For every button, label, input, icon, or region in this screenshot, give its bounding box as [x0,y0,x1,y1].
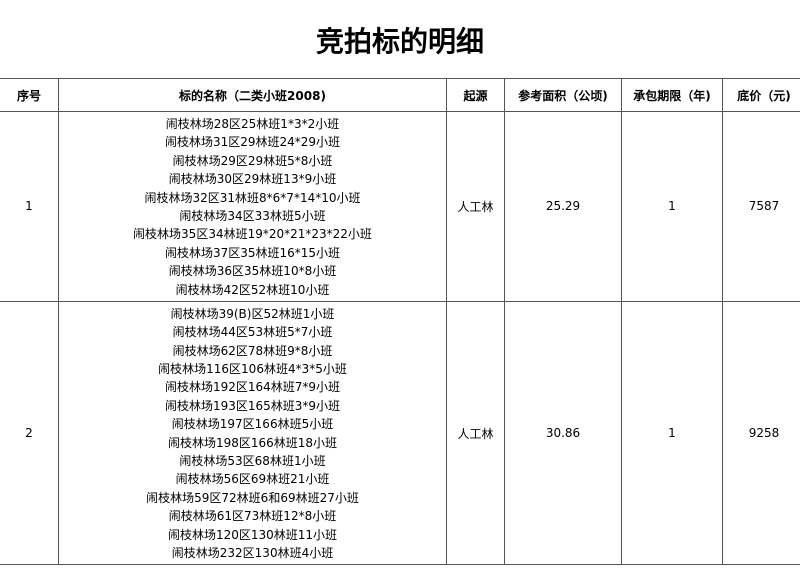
lot-name: 闹枝林场116区106林班4*3*5小班 [158,362,347,377]
origin-cell: 人工林 [446,111,505,302]
lot-name: 闹枝林场197区166林班5小班 [171,417,334,432]
lot-name: 闹枝林场62区78林班9*8小班 [172,343,333,358]
lot-name: 闹枝林场120区130林班11小班 [167,527,338,542]
lot-name: 闹枝林场31区29林班24*29小班 [164,135,341,150]
area-cell: 25.29 [504,111,622,302]
lot-name: 闹枝林场232区130林班4小班 [171,545,334,560]
lot-name: 闹枝林场32区31林班8*6*7*14*10小班 [144,190,361,205]
column-header: 序号 [0,78,59,112]
column-header: 标的名称（二类小班2008) [58,78,447,112]
column-header: 承包期限（年) [621,78,723,112]
origin-cell: 人工林 [446,300,505,566]
lot-name: 闹枝林场34区33林班5小班 [179,208,326,223]
lot-name: 闹枝林场53区68林班1小班 [179,454,326,469]
column-header: 起源 [446,78,505,112]
lot-names: 闹枝林场39(B)区52林班1小班 闹枝林场44区53林班5*7小班 闹枝林场62区… [58,300,447,566]
lot-names: 闹枝林场28区25林班1*3*2小班 闹枝林场31区29林班24*29小班 闹枝林场… [58,111,447,302]
row-number: 2 [0,300,59,566]
lot-name: 闹枝林场35区34林班19*20*21*23*22小班 [133,227,372,242]
area-cell: 30.86 [504,300,622,566]
lot-name: 闹枝林场56区69林班21小班 [175,472,330,487]
table-row: 1 闹枝林场28区25林班1*3*2小班 闹枝林场31区29林班24*29小班 闹枝林… [0,111,800,302]
lot-name: 闹枝林场30区29林班13*9小班 [168,172,337,187]
lot-name: 闹枝林场44区53林班5*7小班 [172,325,333,340]
term-cell: 1 [621,300,723,566]
lot-name: 闹枝林场61区73林班12*8小班 [168,509,337,524]
lot-name: 闹枝林场42区52林班10小班 [175,282,330,297]
row-number: 1 [0,111,59,302]
column-header: 底价（元) [722,78,800,112]
lot-name: 闹枝林场192区164林班7*9小班 [164,380,341,395]
lot-name: 闹枝林场37区35林班16*15小班 [164,245,341,260]
price-cell: 7587 [722,111,800,302]
lot-name: 闹枝林场59区72林班6和69林班27小班 [146,490,359,505]
lot-name: 闹枝林场29区29林班5*8小班 [172,153,333,168]
lot-name: 闹枝林场193区165林班3*9小班 [164,398,341,413]
page-title: 竞拍标的明细 [315,25,484,58]
lot-name: 闹枝林场36区35林班10*8小班 [168,264,337,279]
table-row: 2 闹枝林场39(B)区52林班1小班 闹枝林场44区53林班5*7小班 闹枝林场62… [0,300,800,566]
lot-name: 闹枝林场39(B)区52林班1小班 [170,306,335,321]
lot-name: 闹枝林场198区166林班18小班 [167,435,338,450]
price-cell: 9258 [722,300,800,566]
table-header: 序号 标的名称（二类小班2008) 起源 参考面积（公顷) 承包期限（年) 底价（元) [0,78,800,112]
lot-name: 闹枝林场28区25林班1*3*2小班 [165,117,340,131]
term-cell: 1 [621,111,723,302]
column-header: 参考面积（公顷) [504,78,622,112]
lot-table: 序号 标的名称（二类小班2008) 起源 参考面积（公顷) 承包期限（年) 底价（元) 1… [0,78,800,566]
